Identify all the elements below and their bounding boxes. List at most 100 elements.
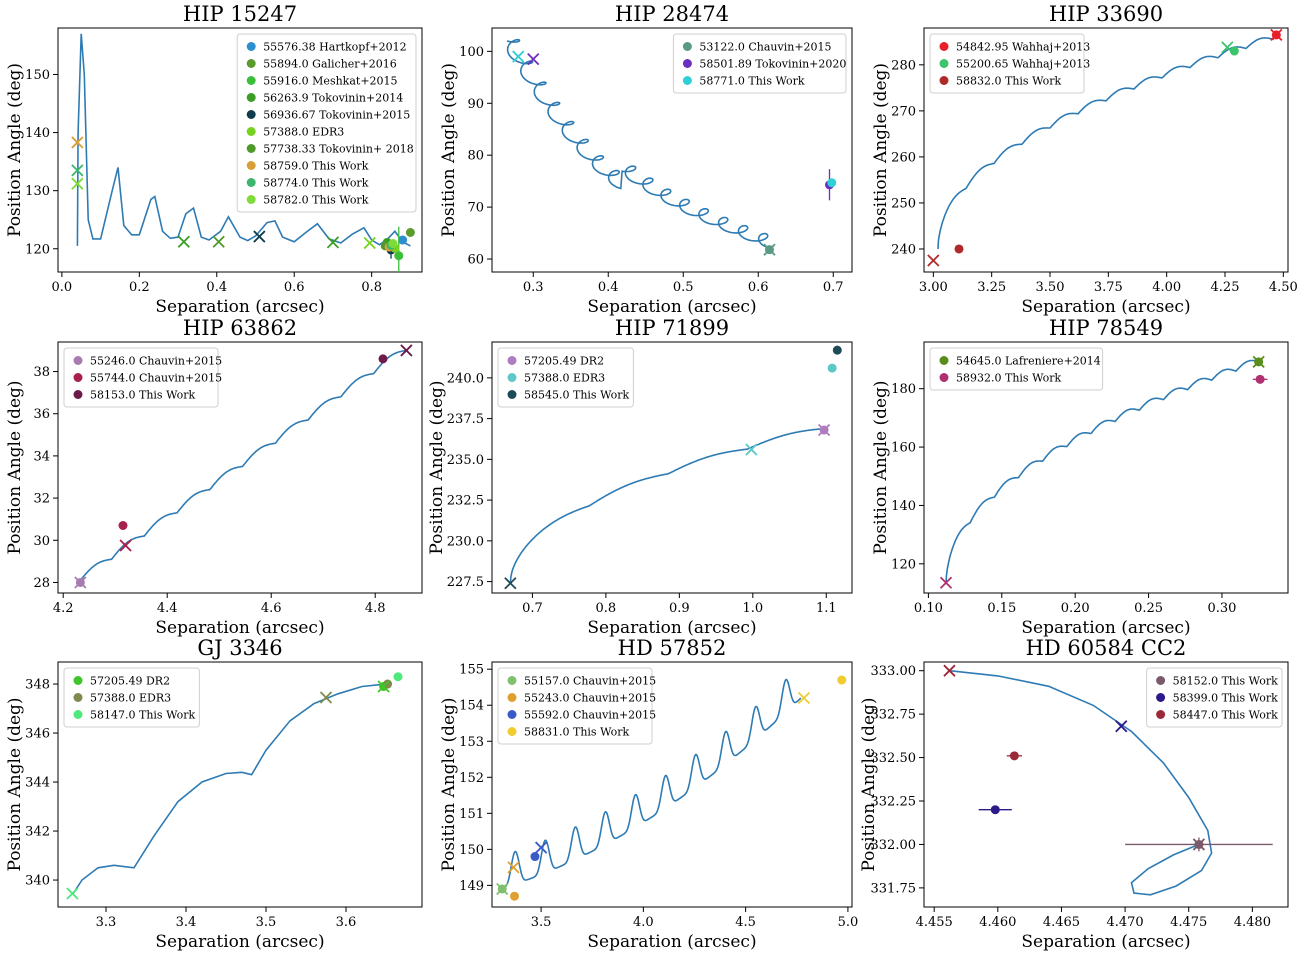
legend-label: 55246.0 Chauvin+2015 <box>90 355 222 368</box>
y-tick-label: 331.75 <box>871 881 917 896</box>
y-tick-label: 333.00 <box>871 664 917 679</box>
predicted-position-marker <box>817 423 831 437</box>
legend-swatch <box>246 59 256 68</box>
data-point <box>378 354 388 364</box>
predicted-position-marker <box>71 164 84 177</box>
x-tick-label: 0.4 <box>598 280 619 295</box>
x-tick-label: 4.475 <box>1170 915 1207 930</box>
x-tick-label: 0.30 <box>1207 601 1236 616</box>
data-point <box>1009 751 1019 761</box>
legend-swatch <box>939 356 949 365</box>
x-axis-label: Separation (arcsec) <box>1021 618 1190 638</box>
legend-frame <box>497 347 634 408</box>
y-tick-label: 140 <box>891 499 916 514</box>
legend-label: 55576.38 Hartkopf+2012 <box>263 41 406 54</box>
legend-label: 57205.49 DR2 <box>524 355 604 368</box>
y-tick-label: 32 <box>33 492 50 507</box>
y-tick-label: 154 <box>459 699 484 714</box>
x-tick-label: 3.4 <box>176 915 197 930</box>
predicted-position-marker <box>119 539 132 552</box>
x-tick-label: 0.20 <box>1061 601 1090 616</box>
legend: 58152.0 This Work 58399.0 This Work 58447.… <box>1146 667 1283 728</box>
y-tick-label: 36 <box>33 407 50 422</box>
legend-label: 58831.0 This Work <box>524 726 630 739</box>
y-tick-label: 149 <box>459 879 484 894</box>
legend-swatch <box>246 161 256 170</box>
chart-panel: HD 57852 3.5 4.0 4.5 5.0 149 150 151 152 153 154 15… <box>439 636 858 952</box>
y-tick-label: 232.5 <box>447 494 484 509</box>
x-tick-label: 0.0 <box>52 280 73 295</box>
legend-swatch <box>1156 676 1166 685</box>
predicted-position-marker <box>363 236 376 250</box>
y-tick-label: 332.75 <box>871 708 917 723</box>
x-tick-label: 0.7 <box>522 601 543 616</box>
y-tick-label: 30 <box>33 534 50 549</box>
legend-label: 58399.0 This Work <box>1173 692 1279 705</box>
chart-panel: HIP 28474 0.3 0.4 0.5 0.6 0.7 60 70 80 90 100 Separ… <box>439 2 853 317</box>
x-tick-label: 3.5 <box>531 915 552 930</box>
y-tick-label: 90 <box>467 97 484 112</box>
x-tick-label: 0.3 <box>523 280 544 295</box>
legend-swatch <box>73 710 83 719</box>
orbit-track <box>509 427 827 584</box>
legend-frame <box>63 667 200 728</box>
y-tick-label: 80 <box>467 149 484 164</box>
chart-panel: HIP 71899 0.7 0.8 0.9 1.0 1.1 227.5 230.0 232.5 2… <box>427 316 853 638</box>
x-tick-label: 4.465 <box>1043 915 1080 930</box>
y-tick-label: 100 <box>459 45 484 60</box>
chart-title: HIP 63862 <box>183 316 297 340</box>
legend-label: 54645.0 Lafreniere+2014 <box>956 355 1101 368</box>
y-tick-label: 240.0 <box>447 371 484 386</box>
y-tick-label: 28 <box>33 576 50 591</box>
data-point <box>510 891 519 901</box>
predicted-position-marker <box>512 50 525 63</box>
x-tick-label: 4.480 <box>1234 915 1271 930</box>
y-tick-label: 38 <box>33 365 50 380</box>
predicted-position-marker <box>253 230 266 243</box>
predicted-position-marker <box>745 443 758 456</box>
x-tick-label: 1.0 <box>742 601 763 616</box>
x-tick-label: 0.4 <box>206 280 227 295</box>
legend-label: 57388.0 EDR3 <box>524 372 605 385</box>
predicted-position-marker <box>943 664 956 677</box>
x-tick-label: 0.6 <box>748 280 769 295</box>
x-axis-label: Separation (arcsec) <box>1021 297 1190 317</box>
y-tick-label: 348 <box>25 678 50 693</box>
legend-swatch <box>246 93 256 102</box>
y-axis-label: Position Angle (deg) <box>5 63 25 237</box>
chart-title: HIP 33690 <box>1049 2 1163 26</box>
x-tick-label: 3.00 <box>919 280 948 295</box>
y-tick-label: 130 <box>25 184 50 199</box>
predicted-position-marker <box>797 691 811 705</box>
y-tick-label: 70 <box>467 201 484 216</box>
legend-swatch <box>246 127 256 136</box>
y-tick-label: 235.0 <box>447 453 484 468</box>
legend-label: 56936.67 Tokovinin+2015 <box>263 109 410 122</box>
data-point <box>393 672 403 682</box>
x-tick-label: 4.00 <box>1152 280 1181 295</box>
legend-swatch <box>246 110 256 119</box>
y-tick-label: 120 <box>891 557 916 572</box>
y-tick-label: 120 <box>25 242 50 257</box>
x-tick-label: 3.3 <box>96 915 117 930</box>
legend-swatch <box>73 676 83 685</box>
predicted-position-marker <box>507 861 520 874</box>
y-axis-label: Position Angle (deg) <box>439 697 459 871</box>
orbit-track <box>76 33 411 247</box>
x-axis-label: Separation (arcsec) <box>587 932 756 952</box>
x-tick-label: 4.50 <box>1269 280 1298 295</box>
legend-swatch <box>246 144 256 153</box>
x-tick-label: 0.6 <box>284 280 305 295</box>
y-tick-label: 151 <box>459 807 484 822</box>
x-tick-label: 4.0 <box>633 915 654 930</box>
data-point <box>405 227 415 237</box>
predicted-position-marker <box>319 691 333 704</box>
legend-swatch <box>1156 710 1166 719</box>
predicted-position-marker <box>1192 838 1206 851</box>
legend-frame <box>929 33 1085 94</box>
legend: 54645.0 Lafreniere+2014 58932.0 This Work <box>929 347 1104 391</box>
predicted-position-marker <box>71 136 84 149</box>
plot-area <box>939 355 1268 589</box>
x-tick-label: 4.455 <box>916 915 953 930</box>
legend-swatch <box>507 390 517 399</box>
